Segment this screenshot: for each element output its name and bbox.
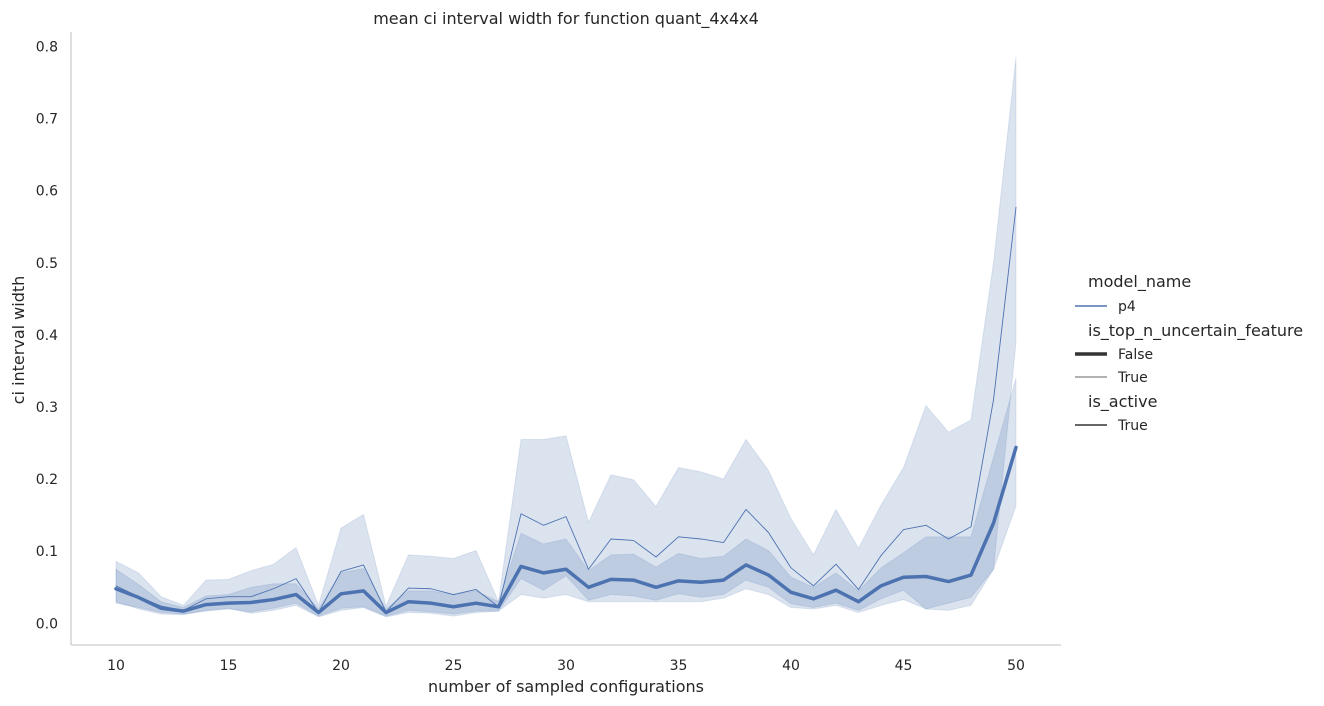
y-tick-label: 0.4: [36, 328, 58, 344]
y-tick-label: 0.2: [36, 472, 58, 488]
x-tick-label: 30: [557, 658, 575, 674]
chart-title: mean ci interval width for function quan…: [373, 9, 759, 29]
legend-entry-p4: p4: [1118, 299, 1136, 315]
x-tick-label: 10: [107, 658, 125, 674]
x-tick-label: 50: [1007, 658, 1025, 674]
x-tick-label: 45: [895, 658, 913, 674]
legend-entry-active-true: True: [1117, 418, 1148, 434]
y-tick-label: 0.7: [36, 112, 58, 128]
x-tick-label: 35: [670, 658, 688, 674]
y-tick-label: 0.5: [36, 256, 58, 272]
y-axis-label: ci interval width: [9, 276, 28, 405]
x-tick-label: 40: [782, 658, 800, 674]
legend-title-model-name: model_name: [1088, 272, 1191, 292]
series-lines: [114, 206, 1018, 615]
ci-band-true: [115, 57, 1017, 618]
legend: model_name p4 is_top_n_uncertain_feature…: [1075, 272, 1303, 434]
legend-entry-false: False: [1118, 347, 1153, 363]
y-tick-label: 0.0: [36, 616, 58, 632]
legend-title-is-active: is_active: [1088, 392, 1157, 412]
series-line-true: [115, 206, 1017, 613]
series-line-false: [114, 445, 1018, 615]
y-tick-label: 0.1: [36, 544, 58, 560]
y-tick-labels: 0.0 0.1 0.2 0.3 0.4 0.5 0.6 0.7 0.8: [36, 39, 58, 632]
x-tick-labels: 10 15 20 25 30 35 40 45 50: [107, 658, 1025, 674]
confidence-bands: [115, 57, 1017, 618]
x-axis-label: number of sampled configurations: [428, 677, 704, 696]
x-tick-label: 15: [220, 658, 238, 674]
x-tick-label: 25: [445, 658, 463, 674]
legend-entry-true-width: True: [1117, 370, 1148, 386]
y-tick-label: 0.8: [36, 39, 58, 55]
y-tick-label: 0.6: [36, 184, 58, 200]
y-tick-label: 0.3: [36, 400, 58, 416]
x-tick-label: 20: [332, 658, 350, 674]
legend-title-is-top-n-uncertain-feature: is_top_n_uncertain_feature: [1088, 321, 1303, 341]
